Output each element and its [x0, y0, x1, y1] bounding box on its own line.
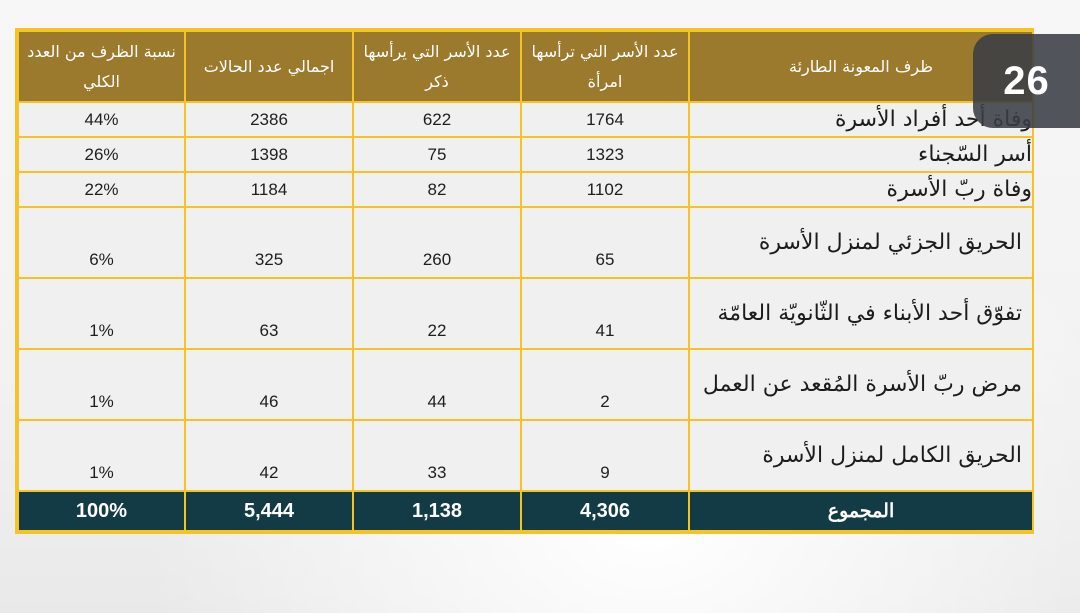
cell-condition: وفاة ربّ الأسرة [688, 171, 1034, 208]
cell-percentage: 44% [17, 101, 186, 138]
cell-total-cases: 1184 [184, 171, 354, 208]
header-female-headed: عدد الأسر التي ترأسها امرأة [520, 30, 690, 103]
page-number: 26 [1003, 58, 1050, 103]
table-row: وفاة ربّ الأسرة 1102 82 1184 22% [17, 171, 1034, 208]
cell-condition: الحريق الجزئي لمنزل الأسرة [688, 206, 1034, 279]
cell-condition: مرض ربّ الأسرة المُقعد عن العمل [688, 348, 1034, 421]
total-female-headed: 4,306 [520, 490, 690, 532]
cell-male-headed: 22 [352, 277, 522, 350]
cell-percentage: 1% [17, 419, 186, 492]
table-total-row: المجموع 4,306 1,138 5,444 100% [17, 490, 1034, 532]
cell-total-cases: 63 [184, 277, 354, 350]
cell-total-cases: 325 [184, 206, 354, 279]
table-row: وفاة أحد أفراد الأسرة 1764 622 2386 44% [17, 101, 1034, 138]
header-total-cases: اجمالي عدد الحالات [184, 30, 354, 103]
header-male-headed: عدد الأسر التي يرأسها ذكر [352, 30, 522, 103]
cell-male-headed: 82 [352, 171, 522, 208]
cell-total-cases: 42 [184, 419, 354, 492]
cell-percentage: 26% [17, 136, 186, 173]
cell-percentage: 6% [17, 206, 186, 279]
total-label: المجموع [688, 490, 1034, 532]
cell-female-headed: 41 [520, 277, 690, 350]
cell-total-cases: 46 [184, 348, 354, 421]
table-row: الحريق الكامل لمنزل الأسرة 9 33 42 1% [17, 419, 1034, 492]
table-row: تفوّق أحد الأبناء في الثّانويّة العامّة … [17, 277, 1034, 350]
total-percentage: 100% [17, 490, 186, 532]
total-cases: 5,444 [184, 490, 354, 532]
cell-male-headed: 622 [352, 101, 522, 138]
cell-male-headed: 44 [352, 348, 522, 421]
cell-total-cases: 1398 [184, 136, 354, 173]
cell-female-headed: 2 [520, 348, 690, 421]
cell-female-headed: 9 [520, 419, 690, 492]
cell-condition: تفوّق أحد الأبناء في الثّانويّة العامّة [688, 277, 1034, 350]
table-row: أسر السّجناء 1323 75 1398 26% [17, 136, 1034, 173]
cell-condition: أسر السّجناء [688, 136, 1034, 173]
cell-female-headed: 1323 [520, 136, 690, 173]
cell-male-headed: 260 [352, 206, 522, 279]
emergency-aid-table: ظرف المعونة الطارئة عدد الأسر التي ترأسه… [17, 30, 1034, 532]
total-male-headed: 1,138 [352, 490, 522, 532]
table-row: مرض ربّ الأسرة المُقعد عن العمل 2 44 46 … [17, 348, 1034, 421]
cell-female-headed: 65 [520, 206, 690, 279]
cell-total-cases: 2386 [184, 101, 354, 138]
cell-percentage: 1% [17, 277, 186, 350]
header-percentage: نسبة الظرف من العدد الكلي [17, 30, 186, 103]
cell-female-headed: 1102 [520, 171, 690, 208]
cell-male-headed: 33 [352, 419, 522, 492]
page-number-badge: 26 [973, 34, 1080, 128]
table-header-row: ظرف المعونة الطارئة عدد الأسر التي ترأسه… [17, 30, 1034, 103]
cell-percentage: 22% [17, 171, 186, 208]
cell-condition: الحريق الكامل لمنزل الأسرة [688, 419, 1034, 492]
table-row: الحريق الجزئي لمنزل الأسرة 65 260 325 6% [17, 206, 1034, 279]
cell-male-headed: 75 [352, 136, 522, 173]
cell-female-headed: 1764 [520, 101, 690, 138]
emergency-aid-table-frame: ظرف المعونة الطارئة عدد الأسر التي ترأسه… [15, 28, 1034, 534]
cell-percentage: 1% [17, 348, 186, 421]
